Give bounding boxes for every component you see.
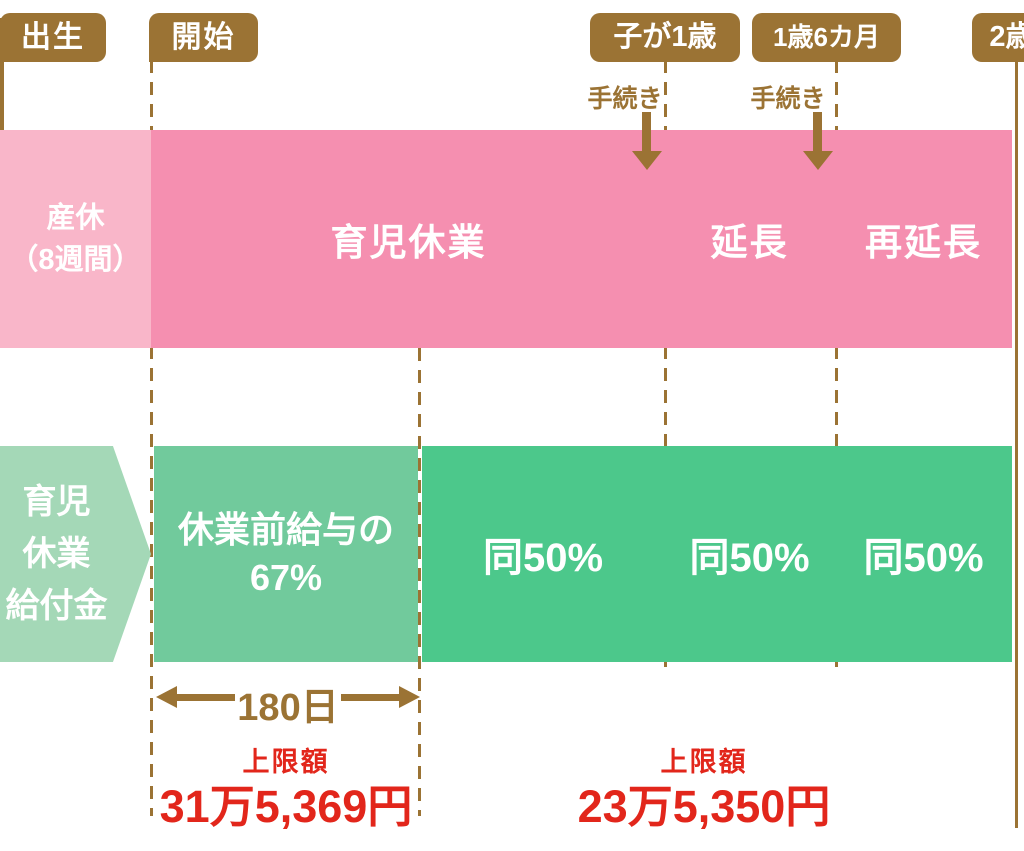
duration-label: 180日 [237, 687, 339, 729]
childcare-leave-band [151, 130, 1012, 348]
duration-arrow-left-icon [156, 686, 177, 708]
milestone-label-start: 開始 [149, 13, 258, 62]
benefit-title-line1: 育児 [22, 483, 91, 521]
age-1yr6mo-dashed-line [835, 60, 838, 672]
childcare-leave-label: 育児休業 [330, 222, 487, 263]
benefit-title-chevron: 育児 休業 給付金 [0, 446, 151, 662]
benefit-rate-50-label-3: 同50% [863, 536, 984, 580]
duration-arrow-right-icon [399, 686, 420, 708]
procedure-label-1: 手続き [587, 85, 663, 113]
limit-caption-2: 上限額 [660, 747, 748, 777]
duration-arrow-right-shaft [341, 694, 402, 701]
milestone-label-2yr: 2歳 [972, 13, 1024, 62]
age-2yr-timeline-line [1015, 60, 1018, 828]
day180-end-dashed-line [418, 348, 421, 816]
duration-arrow-left-shaft [174, 694, 235, 701]
maternity-leave-label-line2: （8週間） [9, 244, 142, 276]
benefit-title-line2: 休業 [22, 535, 91, 573]
procedure-down-arrow-2-shaft [813, 112, 822, 151]
benefit-first-period-block: 休業前給与の 67% [154, 446, 418, 662]
milestone-label-birth: 出生 [0, 13, 106, 62]
benefit-rest-block [422, 446, 1012, 662]
extension-label: 延長 [710, 222, 789, 263]
benefit-title-line3: 給付金 [5, 587, 108, 625]
milestone-label-1yr6mo: 1歳6カ月 [752, 13, 901, 62]
procedure-down-arrow-1-shaft [642, 112, 651, 151]
re-extension-label: 再延長 [865, 222, 982, 263]
limit-caption-1: 上限額 [242, 747, 330, 777]
limit-amount-1: 31万5,369円 [159, 781, 413, 832]
benefit-first-period-line2: 67% [249, 557, 323, 598]
maternity-leave-block: 産休 （8週間） [0, 130, 151, 348]
procedure-down-arrow-icon-2 [803, 151, 833, 170]
benefit-first-period-line1: 休業前給与の [177, 509, 394, 550]
milestone-label-child-1yr: 子が1歳 [590, 13, 740, 62]
start-dashed-line [150, 60, 153, 816]
benefit-rate-50-label-2: 同50% [689, 536, 810, 580]
benefit-rate-50-label-1: 同50% [482, 536, 604, 580]
procedure-down-arrow-icon-1 [632, 151, 662, 170]
maternity-leave-label-line1: 産休 [46, 202, 105, 234]
procedure-label-2: 手続き [750, 85, 826, 113]
age-1yr-dashed-line [664, 60, 667, 672]
limit-amount-2: 23万5,350円 [577, 781, 831, 832]
